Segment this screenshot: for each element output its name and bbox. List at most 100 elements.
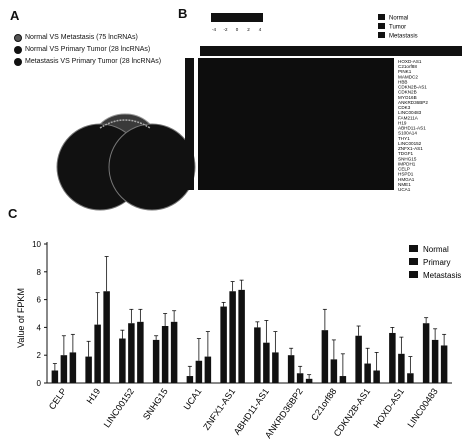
y-tick-label: 6 [37, 296, 42, 305]
gene-label: S100A14 [398, 131, 417, 136]
gene-label: CDK3 [398, 105, 411, 110]
venn-legend-label: Normal VS Primary Tumor (28 lncRNAs) [25, 46, 151, 53]
bar [296, 373, 304, 383]
gene-label: HBB [398, 79, 407, 84]
panel-label-b: B [178, 6, 188, 21]
set-1-dot-icon [14, 34, 22, 42]
venn-set-3-circle [108, 123, 196, 211]
bar [103, 291, 110, 383]
y-tick-label: 4 [37, 323, 42, 332]
gene-label: UCA1 [398, 187, 411, 192]
legend-label: Primary [423, 258, 451, 267]
gene-label: ZNFX1-AS1 [398, 146, 423, 151]
bar [94, 324, 101, 383]
bar [321, 330, 329, 383]
x-tick-label: H19 [85, 386, 103, 405]
bar [389, 332, 396, 383]
bar [195, 360, 203, 383]
bar [272, 352, 279, 383]
bar [398, 353, 405, 383]
bar [431, 339, 439, 383]
gene-label: HOXD-AS1 [398, 59, 422, 64]
x-tick-label: CELP [47, 386, 69, 411]
bar [186, 376, 194, 383]
venn-legend-item: Normal VS Metastasis (75 lncRNAs) [14, 32, 161, 44]
bar [119, 338, 126, 383]
bar [51, 370, 59, 383]
bar [440, 345, 448, 383]
x-tick-label: ABHD11-AS1 [232, 386, 271, 436]
x-tick-label: UCA1 [182, 386, 204, 411]
venn-legend-item: Normal VS Primary Tumor (28 lncRNAs) [14, 44, 161, 56]
gene-label: LINC00483 [398, 110, 422, 115]
heatmap-legend-swatch [378, 23, 385, 29]
y-tick-label: 0 [37, 379, 42, 388]
bar [407, 373, 414, 383]
venn-overlap-highlight [99, 119, 151, 129]
bar [254, 327, 261, 383]
colorbar-tick-label: 0 [236, 27, 239, 32]
heatmap-legend-swatch [378, 14, 385, 20]
y-tick-label: 2 [37, 351, 42, 360]
heatmap-legend-label: Tumor [389, 25, 406, 31]
gene-label: IMPDH1 [398, 161, 416, 166]
panel-label-a: A [10, 8, 20, 23]
panel-label-c: C [8, 206, 18, 221]
bar [152, 339, 160, 383]
x-tick-label: CDKN2B-AS1 [332, 386, 373, 438]
bar [204, 356, 212, 383]
gene-label: TDGF1 [398, 151, 414, 156]
gene-label: H19 [398, 120, 407, 125]
colorbar-tick-label: 4 [259, 27, 262, 32]
sample-group-bar [200, 46, 462, 56]
colorbar-tick-label: 2 [247, 27, 250, 32]
gene-label: HMGA1 [398, 177, 415, 182]
bar [287, 355, 295, 383]
venn-legend-label: Metastasis VS Primary Tumor (28 lncRNAs) [25, 58, 162, 65]
bar [220, 306, 227, 383]
bar [263, 342, 270, 383]
x-tick-label: LINC00483 [405, 386, 439, 429]
heatmap-legend-swatch [378, 32, 385, 38]
heatmap-legend-label: Metastasis [389, 34, 418, 40]
venn-legend-label: Normal VS Metastasis (75 lncRNAs) [25, 34, 138, 41]
gene-label: PINK1 [398, 69, 412, 74]
gene-label: THY1 [398, 136, 410, 141]
bar [85, 356, 92, 383]
x-tick-label: HOXD-AS1 [371, 386, 406, 429]
bar [161, 326, 169, 383]
colorbar-tick-label: -2 [223, 27, 227, 32]
bar [229, 291, 236, 383]
gene-label: ANKRD36BP2 [398, 100, 428, 105]
bar [355, 335, 362, 383]
gene-label: FAM211A [398, 115, 419, 120]
colorbar [211, 13, 263, 22]
bar [238, 289, 245, 383]
bar [170, 321, 178, 383]
bar [330, 359, 338, 383]
heatmap-legend-label: Normal [389, 16, 408, 22]
bar [364, 363, 371, 383]
gene-label: MAMDC2 [398, 74, 418, 79]
set-2-dot-icon [14, 46, 22, 54]
bar [137, 321, 144, 383]
legend-swatch [409, 245, 418, 252]
x-tick-label: ZNFX1-AS1 [201, 386, 237, 431]
gene-label: CDKN2B-AS1 [398, 85, 427, 90]
bar [69, 352, 77, 383]
x-tick-label: SNHG15 [141, 386, 170, 421]
bar [60, 355, 68, 383]
legend-swatch [409, 258, 418, 265]
y-tick-label: 10 [32, 240, 41, 249]
bar [422, 323, 430, 383]
set-3-dot-icon [14, 58, 22, 66]
gene-label: SNHG15 [398, 156, 417, 161]
legend-label: Normal [423, 245, 449, 254]
bar [305, 378, 313, 383]
heatmap-matrix [198, 58, 394, 190]
gene-label: C21orf88 [398, 64, 417, 69]
gene-cluster-bar [185, 58, 194, 190]
